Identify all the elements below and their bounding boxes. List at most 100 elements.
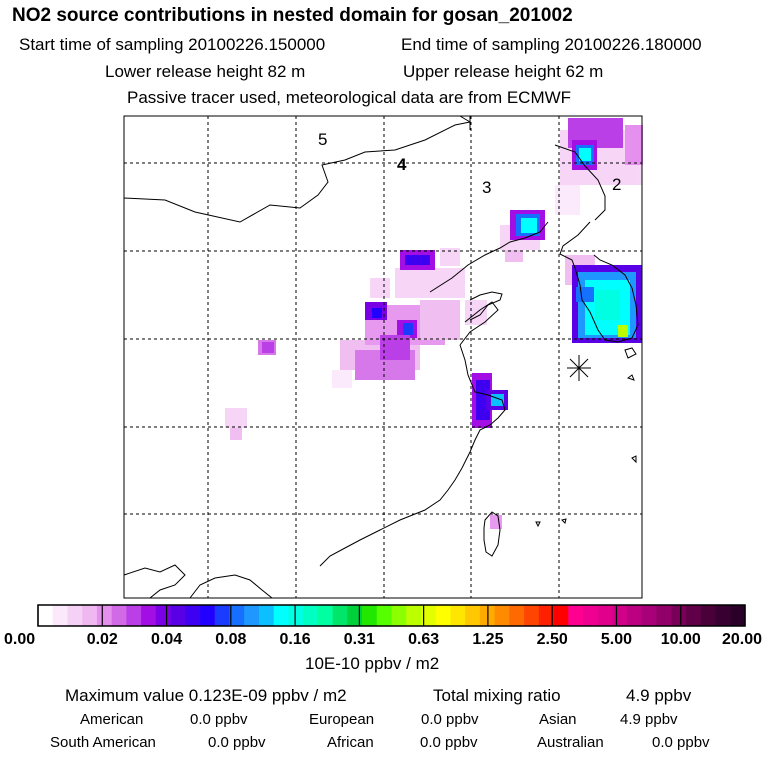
colorbar-cell [553,605,569,626]
max-value-label: Maximum value 0.123E-09 ppbv / m2 [65,686,347,705]
colorbar-cell [155,605,171,626]
colorbar-cell [612,605,628,626]
colorbar-cell [126,605,142,626]
colorbar-cell [641,605,658,626]
coast-shandong [459,301,499,346]
coastline-layer [123,115,639,599]
plume-core [403,323,413,335]
colorbar-cell [406,605,422,626]
european-value: 0.0 ppbv [421,711,479,728]
colorbar-tick-label: 10.00 [661,631,701,648]
south-american-label: South American [50,734,156,751]
australian-value: 0.0 ppbv [652,734,710,751]
colorbar-cell [332,605,348,626]
colorbar-cell [38,605,54,626]
coast-korea [559,221,639,343]
colorbar-cell [317,605,333,626]
colorbar-cell [82,605,98,626]
colorbar-cell [273,605,289,626]
region-label-5: 5 [318,130,327,149]
colorbar-cell [435,605,451,626]
colorbar-cell [288,605,304,626]
colorbar-cell [524,605,540,626]
colorbar-unit-label: 10E-10 ppbv / m2 [305,654,440,673]
plume-core [262,342,274,353]
australian-label: Australian [537,734,604,751]
tracer-note: Passive tracer used, meteorological data… [127,88,572,107]
plume-patch [505,250,523,262]
lower-release-height-label: Lower release height 82 m [105,62,306,81]
border-north [123,115,472,223]
colorbar-cell [376,605,392,626]
plume-patch [465,300,487,325]
asian-value: 4.9 ppbv [620,711,678,728]
south-american-value: 0.0 ppbv [208,734,266,751]
colorbar-tick-label: 1.25 [472,631,503,648]
colorbar-cell [52,605,68,626]
region-label-3: 3 [482,178,491,197]
colorbar-cell [420,605,437,626]
colorbar-cell [627,605,643,626]
border-east [554,144,606,221]
colorbar-cell [229,605,245,626]
colorbar-cell [244,605,260,626]
start-time-label: Start time of sampling 20100226.150000 [19,35,326,54]
island-small [626,374,635,381]
colorbar-cell [391,605,407,626]
colorbar-cell [362,605,378,626]
american-value: 0.0 ppbv [190,711,248,728]
colorbar-cell [111,605,127,626]
colorbar-tick-label: 0.16 [280,631,311,648]
plume-core [579,148,591,161]
colorbar-cell [582,605,599,626]
total-mixing-label: Total mixing ratio [433,686,561,705]
plume-patch [370,278,390,298]
colorbar-cell [96,605,113,626]
upper-release-height-label: Upper release height 62 m [403,62,604,81]
asian-label: Asian [539,711,577,728]
colorbar-cell [715,605,731,626]
colorbar-tick-label: 5.00 [601,631,632,648]
plume-core [595,290,620,320]
colorbar-cell [538,605,554,626]
colorbar-cell [185,605,201,626]
plume-core [405,255,430,265]
island-kyushu [624,347,637,359]
total-mixing-value: 4.9 ppbv [626,686,692,705]
colorbar-tick-label: 0.04 [151,631,182,648]
chart-title: NO2 source contributions in nested domai… [12,5,573,26]
colorbar-cell [597,605,613,626]
plume-core [625,125,643,165]
island-small [535,521,541,528]
colorbar-cell [509,605,525,626]
colorbar-tick-label: 0.02 [87,631,118,648]
colorbar-tick-label: 0.00 [4,631,35,648]
colorbar-cell [686,605,702,626]
colorbar-cell [258,605,275,626]
colorbar-tick-label: 0.31 [344,631,375,648]
coast-bohai [429,221,549,293]
colorbar-cell [450,605,466,626]
border-southwest [123,564,186,599]
colorbar-cell [465,605,481,626]
african-value: 0.0 ppbv [420,734,478,751]
colorbar-cell [671,605,687,626]
plume-patch [225,408,247,428]
colorbar-cell [170,605,186,626]
plume-layer [225,118,643,529]
colorbar-tick-label: 0.08 [215,631,246,648]
end-time-label: End time of sampling 20100226.180000 [401,35,702,54]
colorbar-cell [568,605,584,626]
receptor-marker [567,355,591,381]
colorbar-cell [214,605,230,626]
plume-core [521,218,537,233]
plume-core [618,325,628,337]
coast-liaodong [469,291,503,321]
plume-patch [395,268,465,298]
colorbar-cell [347,605,363,626]
plume-patch [440,248,460,266]
border-south [189,574,273,599]
region-label-2: 2 [612,175,621,194]
colorbar-tick-label: 0.63 [408,631,439,648]
